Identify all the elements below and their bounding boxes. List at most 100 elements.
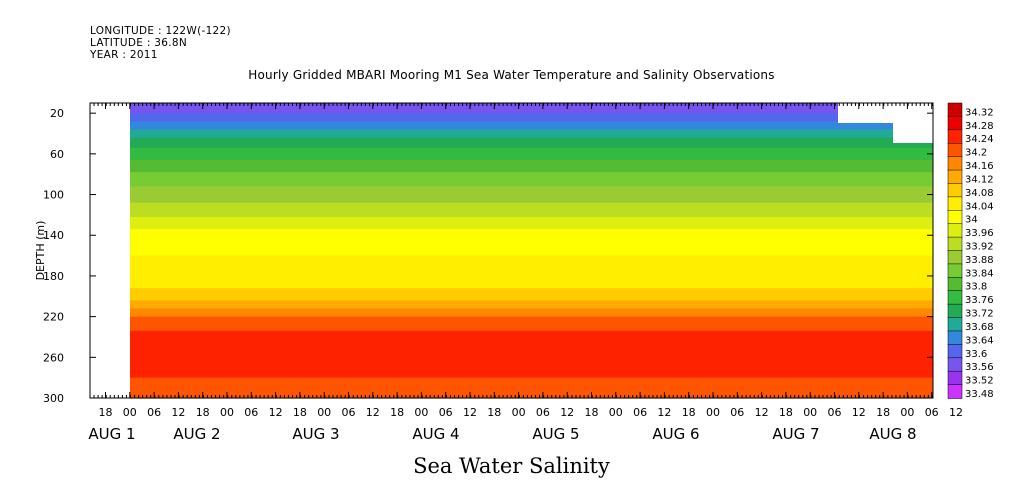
salinity-band <box>130 349 933 352</box>
salinity-band <box>130 147 933 151</box>
colorbar-swatch <box>947 169 963 185</box>
salinity-band <box>130 280 933 283</box>
colorbar-swatch <box>947 317 963 332</box>
x-tick-label: 18 <box>779 406 793 419</box>
salinity-band <box>130 298 933 301</box>
salinity-band <box>130 129 933 133</box>
x-tick-label: 18 <box>487 406 501 419</box>
salinity-band <box>130 385 933 389</box>
salinity-band <box>130 109 933 112</box>
colorbar-swatch <box>947 344 963 359</box>
x-tick-label: 18 <box>682 406 696 419</box>
salinity-band <box>130 241 933 244</box>
salinity-band <box>130 143 933 147</box>
colorbar-label: 33.84 <box>965 268 994 279</box>
salinity-band <box>130 330 933 334</box>
salinity-band <box>130 198 933 202</box>
salinity-band <box>130 221 933 224</box>
salinity-band <box>130 145 933 149</box>
salinity-band <box>130 239 933 242</box>
y-tick-label: 260 <box>43 351 64 364</box>
salinity-band <box>130 371 933 375</box>
x-tick-label: 06 <box>633 406 647 419</box>
salinity-band <box>130 300 933 303</box>
x-tick-label: 18 <box>585 406 599 419</box>
salinity-band <box>130 326 933 330</box>
colorbar-swatch <box>947 116 963 131</box>
x-axis-title: Sea Water Salinity <box>413 454 610 478</box>
salinity-band <box>130 253 933 257</box>
salinity-band <box>130 387 933 391</box>
x-day-label: AUG 5 <box>532 425 579 443</box>
x-tick-label: 18 <box>293 406 307 419</box>
colorbar-swatch <box>947 142 963 158</box>
salinity-band <box>130 247 933 251</box>
salinity-band <box>130 375 933 379</box>
salinity-band <box>130 159 933 163</box>
salinity-band <box>130 125 933 129</box>
salinity-band <box>130 164 933 167</box>
x-tick-label: 06 <box>147 406 161 419</box>
year-label: YEAR : 2011 <box>90 49 158 61</box>
salinity-band <box>130 373 933 377</box>
y-tick-label: 100 <box>43 189 64 202</box>
x-tick-label: 06 <box>244 406 258 419</box>
salinity-band <box>130 288 933 291</box>
colorbar-label: 33.92 <box>965 242 994 253</box>
colorbar-label: 33.52 <box>965 376 994 387</box>
colorbar-swatch <box>947 330 963 346</box>
x-tick-label: 00 <box>803 406 817 419</box>
colorbar-label: 33.64 <box>965 335 994 346</box>
colorbar: 34.32 34.28 34.24 34.2 34.16 34.12 34.08 34.04 3… <box>947 102 994 400</box>
salinity-band <box>130 277 933 281</box>
colorbar-label: 34.28 <box>965 121 994 132</box>
colorbar-swatch <box>947 277 963 292</box>
salinity-band <box>130 204 933 208</box>
salinity-band <box>130 314 933 318</box>
salinity-band <box>130 223 933 226</box>
salinity-band <box>130 369 933 373</box>
x-tick-label: 12 <box>463 406 477 419</box>
salinity-band <box>130 237 933 240</box>
salinity-band <box>130 178 933 181</box>
salinity-band <box>130 308 933 312</box>
salinity-band <box>130 347 933 350</box>
colorbar-swatch <box>947 196 963 212</box>
x-tick-label: 06 <box>730 406 744 419</box>
salinity-band <box>130 245 933 249</box>
x-tick-label: 18 <box>390 406 404 419</box>
colorbar-swatch <box>947 290 963 305</box>
x-tick-label: 06 <box>828 406 842 419</box>
salinity-band <box>130 312 933 316</box>
colorbar-label: 33.96 <box>965 228 994 239</box>
colorbar-label: 33.56 <box>965 362 994 373</box>
salinity-band <box>130 182 933 185</box>
salinity-band <box>130 306 933 310</box>
x-tick-label: 18 <box>99 406 113 419</box>
salinity-band <box>130 194 933 198</box>
salinity-band <box>130 304 933 308</box>
colorbar-swatch <box>947 102 963 118</box>
salinity-band <box>130 343 933 346</box>
salinity-band <box>130 153 933 157</box>
salinity-band <box>130 208 933 212</box>
x-tick-label: 12 <box>755 406 769 419</box>
salinity-band <box>130 259 933 263</box>
salinity-band <box>130 336 933 340</box>
salinity-band <box>130 320 933 324</box>
x-day-label: AUG 7 <box>772 425 819 443</box>
colorbar-label: 34.12 <box>965 174 994 185</box>
salinity-band <box>130 107 933 110</box>
salinity-band <box>130 184 933 188</box>
colorbar-swatch <box>947 303 963 319</box>
x-tick-label: 12 <box>560 406 574 419</box>
x-tick-label: 06 <box>536 406 550 419</box>
colorbar-swatch <box>947 250 963 265</box>
salinity-band <box>130 180 933 183</box>
salinity-band <box>130 225 933 228</box>
salinity-band <box>130 351 933 354</box>
salinity-band <box>130 267 933 271</box>
salinity-band <box>130 377 933 381</box>
x-axis-ticks: 18 00 06 12 18 00 06 12 18 00 06 12 18 00 06 12 18 00 06 12… <box>89 103 963 419</box>
